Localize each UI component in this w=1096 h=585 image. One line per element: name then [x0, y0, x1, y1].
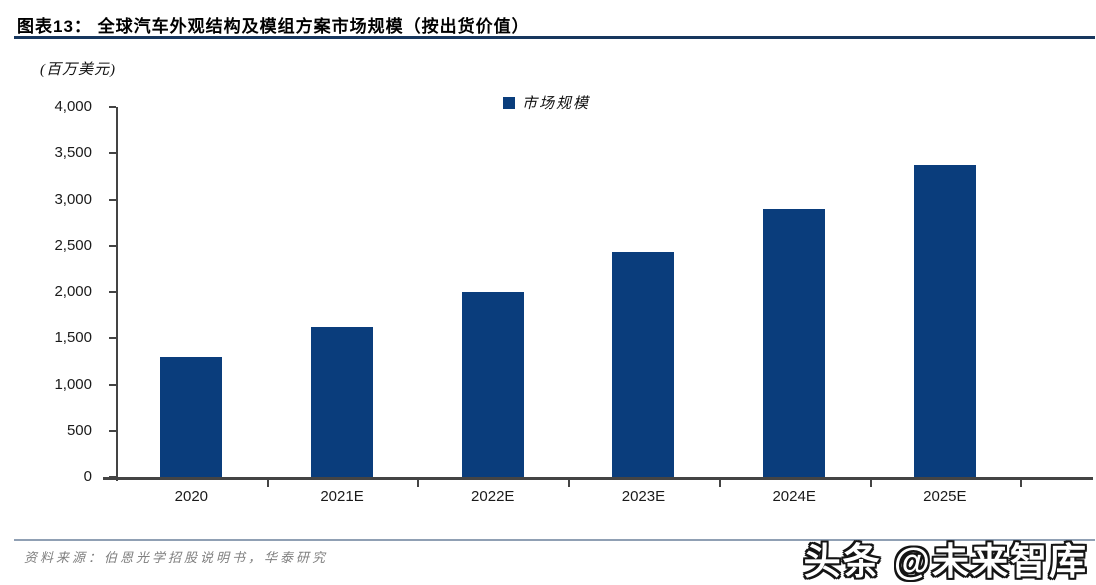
y-tick-mark — [109, 429, 116, 432]
watermark: 头条 @未来智库 — [803, 540, 1088, 583]
y-axis-unit-label: (百万美元) — [40, 62, 116, 78]
y-tick-mark — [109, 106, 116, 108]
y-tick-label: 1,500 — [54, 329, 92, 347]
x-tick-mark — [718, 480, 721, 487]
figure-title: 图表13： 全球汽车外观结构及模组方案市场规模（按出货价值） — [17, 17, 530, 36]
title-underline — [14, 36, 1095, 39]
x-tick-label: 2025E — [923, 488, 967, 505]
bar-2021E — [311, 327, 374, 477]
y-tick-label: 2,500 — [54, 236, 92, 254]
y-tick-label: 1,000 — [54, 375, 92, 393]
bar-2022E — [461, 292, 524, 477]
bar-2025E — [913, 165, 976, 477]
y-tick-label: 0 — [83, 468, 92, 485]
y-tick-mark — [109, 291, 116, 293]
x-tick-label: 2022E — [471, 488, 515, 505]
x-tick-label: 2021E — [320, 488, 364, 505]
y-tick-mark — [109, 383, 116, 386]
x-axis-line — [103, 477, 1093, 480]
legend-swatch-icon — [503, 96, 515, 109]
x-tick-label: 2020 — [174, 488, 209, 505]
x-tick-mark — [417, 480, 420, 487]
y-tick-mark — [109, 198, 116, 201]
x-tick-mark — [1020, 480, 1023, 487]
y-tick-mark — [109, 152, 116, 155]
bar-2020 — [160, 356, 223, 477]
source-note: 资料来源：伯恩光学招股说明书，华泰研究 — [24, 550, 329, 565]
y-tick-label: 500 — [66, 421, 92, 439]
x-tick-label: 2024E — [772, 488, 816, 505]
footer-divider — [14, 539, 1095, 541]
legend-label: 市场规模 — [522, 96, 591, 112]
x-tick-mark — [568, 480, 571, 487]
y-tick-label: 3,000 — [54, 190, 92, 208]
bar-2024E — [763, 208, 826, 477]
y-axis-line — [116, 107, 118, 481]
y-tick-mark — [109, 337, 116, 340]
bar-2023E — [612, 252, 675, 477]
x-tick-mark — [869, 480, 872, 487]
x-tick-label: 2023E — [621, 488, 666, 505]
y-tick-label: 3,500 — [54, 144, 92, 162]
y-tick-mark — [109, 244, 116, 247]
y-tick-label: 4,000 — [54, 98, 92, 115]
y-tick-label: 2,000 — [54, 283, 92, 300]
x-tick-mark — [266, 480, 269, 487]
chart-legend: 市场规模 — [503, 92, 590, 113]
